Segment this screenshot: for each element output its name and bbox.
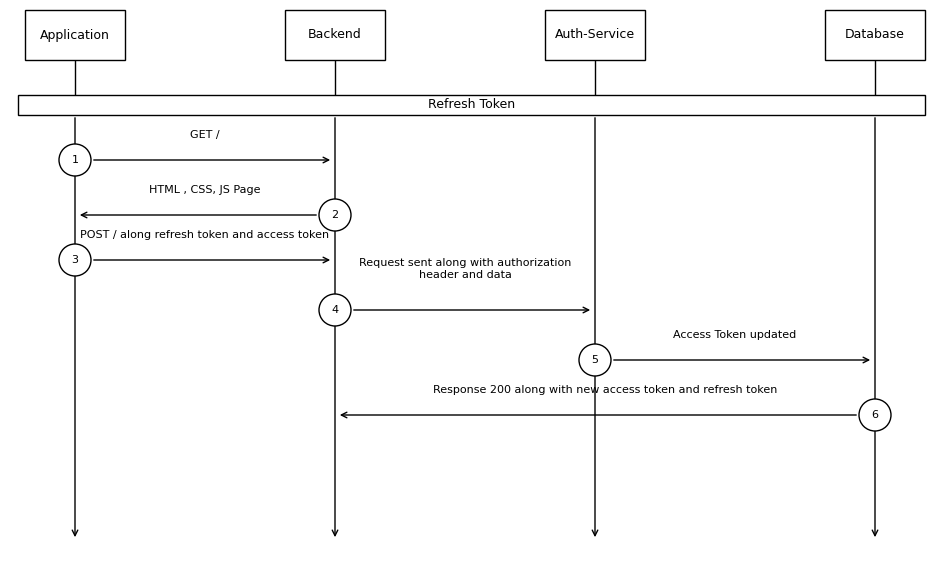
Circle shape xyxy=(859,399,891,431)
Circle shape xyxy=(59,144,91,176)
Text: Access Token updated: Access Token updated xyxy=(673,330,797,340)
Bar xyxy=(825,10,925,60)
Text: 4: 4 xyxy=(331,305,339,315)
Text: HTML , CSS, JS Page: HTML , CSS, JS Page xyxy=(149,185,261,195)
Text: Response 200 along with new access token and refresh token: Response 200 along with new access token… xyxy=(433,385,777,395)
Bar xyxy=(25,10,125,60)
Text: 6: 6 xyxy=(871,410,879,420)
Text: Backend: Backend xyxy=(308,29,362,42)
Circle shape xyxy=(319,294,351,326)
Text: Application: Application xyxy=(40,29,110,42)
Text: Auth-Service: Auth-Service xyxy=(554,29,635,42)
Bar xyxy=(285,10,385,60)
Bar xyxy=(545,10,645,60)
Text: 3: 3 xyxy=(72,255,78,265)
Circle shape xyxy=(59,244,91,276)
Text: Request sent along with authorization
header and data: Request sent along with authorization he… xyxy=(359,259,571,280)
Text: Database: Database xyxy=(845,29,905,42)
Bar xyxy=(18,95,925,115)
Circle shape xyxy=(319,199,351,231)
Text: 1: 1 xyxy=(72,155,78,165)
Text: 2: 2 xyxy=(331,210,339,220)
Text: POST / along refresh token and access token: POST / along refresh token and access to… xyxy=(80,230,329,240)
Circle shape xyxy=(579,344,611,376)
Text: Refresh Token: Refresh Token xyxy=(428,99,515,111)
Text: 5: 5 xyxy=(591,355,599,365)
Text: GET /: GET / xyxy=(190,130,220,140)
